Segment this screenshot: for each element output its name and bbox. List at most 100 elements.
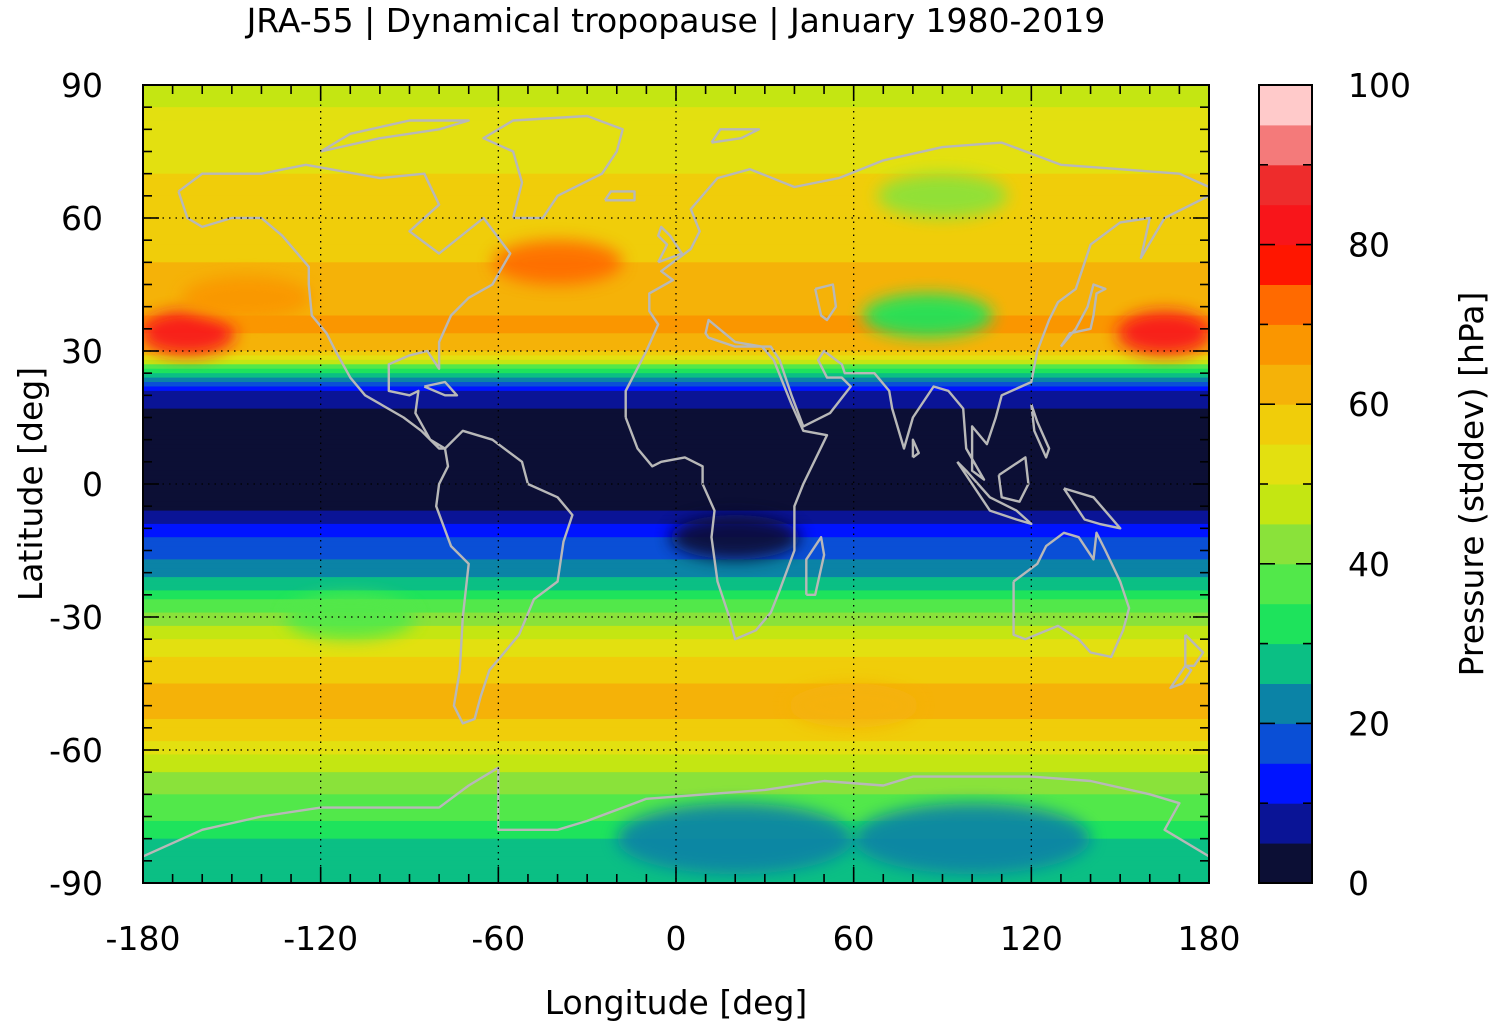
y-tick-label: 0 (82, 465, 103, 504)
zonal-band (143, 608, 1209, 614)
colorbar-swatch (1259, 603, 1312, 645)
colorbar-ticks (1259, 84, 1312, 884)
zonal-band (143, 723, 1209, 729)
chart-title: JRA-55 | Dynamical tropopause | January … (245, 1, 1106, 40)
zonal-band (143, 351, 1209, 357)
colorbar-tick-label: 40 (1348, 545, 1390, 584)
y-tick-label: 60 (61, 199, 103, 238)
feature-blob (853, 803, 1091, 875)
zonal-band (143, 364, 1209, 370)
colorbar-swatch (1259, 683, 1312, 724)
zonal-band (143, 767, 1209, 773)
colorbar-tick-label: 60 (1348, 385, 1390, 424)
zonal-band (143, 643, 1209, 649)
zonal-band (143, 377, 1209, 383)
zonal-band (143, 714, 1209, 720)
coastline-arctic-islands (320, 119, 470, 153)
zonal-band (143, 452, 1209, 458)
zonal-band (143, 515, 1209, 521)
zonal-band (143, 413, 1209, 419)
colorbar-swatch (1259, 563, 1312, 605)
zonal-band (143, 178, 1209, 184)
coastline-cuba (423, 380, 459, 397)
colorbar-swatch (1259, 523, 1312, 565)
colorbar-swatch (1259, 364, 1312, 405)
zonal-band (143, 741, 1209, 747)
zonal-band (143, 683, 1209, 689)
coastline-caspian (814, 283, 838, 322)
zonal-band (143, 275, 1209, 281)
colorbar-swatch (1259, 444, 1312, 485)
y-axis-label: Latitude [deg] (11, 367, 50, 601)
zonal-band (143, 218, 1209, 224)
zonal-band (143, 204, 1209, 210)
colorbar-tick-label: 0 (1348, 864, 1369, 903)
zonal-band (143, 355, 1209, 361)
zonal-band (143, 572, 1209, 578)
zonal-band (143, 147, 1209, 153)
feature-blob (788, 683, 919, 728)
colorbar-swatch (1259, 324, 1312, 365)
coastline-australia (1012, 531, 1131, 659)
coastlines (143, 114, 1209, 858)
colorbar-swatch (1259, 843, 1312, 884)
zonal-band (143, 373, 1209, 379)
zonal-band (143, 630, 1209, 636)
feature-blob (616, 803, 854, 875)
zonal-band (143, 559, 1209, 565)
zonal-band (143, 789, 1209, 795)
zonal-band (143, 151, 1209, 157)
zonal-band (143, 581, 1209, 587)
coastline-philippines (1030, 403, 1051, 459)
colorbar-swatch (1259, 643, 1312, 684)
zonal-band (143, 448, 1209, 454)
zonal-band (143, 621, 1209, 627)
y-tick-label: -90 (49, 864, 103, 903)
zonal-band (143, 342, 1209, 348)
zonal-band (143, 155, 1209, 161)
zonal-band (143, 266, 1209, 272)
x-tick-label: 60 (833, 919, 875, 958)
zonal-band (143, 249, 1209, 255)
zonal-band (143, 209, 1209, 215)
zonal-band (143, 652, 1209, 658)
zonal-band (143, 319, 1209, 325)
zonal-band (143, 696, 1209, 702)
zonal-band (143, 617, 1209, 623)
axis-ticks (142, 84, 1210, 884)
coastline-antarctica (143, 766, 1209, 858)
y-tick-label: 90 (61, 66, 103, 105)
colorbar-swatch (1259, 244, 1312, 285)
zonal-band (143, 625, 1209, 631)
x-axis-label: Longitude [deg] (545, 983, 808, 1022)
zonal-band (143, 359, 1209, 365)
zonal-band (143, 293, 1209, 299)
colorbar-label: Pressure (stddev) [hPa] (1452, 292, 1491, 677)
coastline-iceland (603, 190, 636, 202)
zonal-band (143, 599, 1209, 605)
zonal-band (143, 306, 1209, 312)
zonal-band (143, 244, 1209, 250)
zonal-band (143, 781, 1209, 787)
grid-lines (143, 85, 1209, 883)
zonal-band (143, 435, 1209, 441)
zonal-band (143, 639, 1209, 645)
zonal-band (143, 222, 1209, 228)
zonal-band (143, 510, 1209, 516)
zonal-band (143, 710, 1209, 716)
coastline-sri-lanka (911, 438, 920, 459)
zonal-band (143, 568, 1209, 574)
colorbar-tick-label: 100 (1348, 66, 1411, 105)
feature-blob (862, 293, 993, 338)
zonal-band (143, 390, 1209, 396)
x-tick-label: 0 (666, 919, 687, 958)
colorbar-swatch (1259, 763, 1312, 804)
coastline-uk (657, 225, 684, 264)
zonal-band (143, 488, 1209, 494)
x-tick-labels: -180 -120 -60 0 60 120 180 (106, 919, 1241, 958)
zonal-band (143, 497, 1209, 503)
zonal-band (143, 399, 1209, 405)
feature-blob (670, 515, 801, 560)
zonal-band (143, 501, 1209, 507)
zonal-band (143, 191, 1209, 197)
